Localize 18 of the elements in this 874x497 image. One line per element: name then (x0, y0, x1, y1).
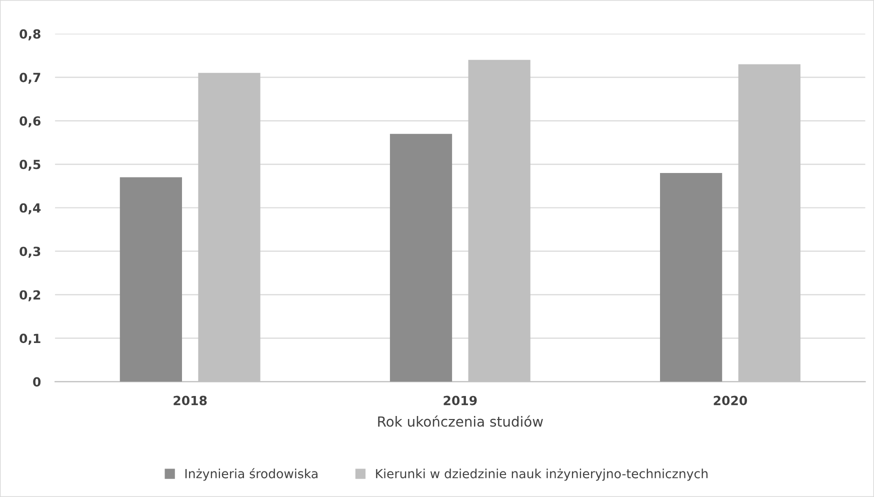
legend-label: Inżynieria środowiska (185, 468, 318, 481)
bar (120, 177, 182, 382)
y-tick-label: 0,7 (20, 72, 40, 84)
bar (390, 134, 452, 382)
y-tick-label: 0 (33, 377, 41, 387)
y-tick-label: 0,4 (20, 203, 41, 214)
x-tick-label: 2019 (444, 396, 477, 406)
y-tick-label: 0,3 (20, 246, 40, 258)
y-tick-label: 0,8 (20, 29, 40, 40)
x-tick-label: 2020 (714, 396, 748, 406)
x-axis-title: Rok ukończenia studiów (378, 415, 543, 427)
y-tick-label: 0,6 (20, 116, 40, 128)
y-tick-label: 0,2 (20, 290, 40, 302)
x-tick-label: 2018 (174, 396, 207, 406)
y-tick-label: 0,5 (20, 160, 40, 171)
legend-label: Kierunki w dziedzinie nauk inżynieryjno-technicznych (376, 468, 708, 481)
y-tick-label: 0,1 (20, 334, 40, 345)
bar (660, 172, 722, 382)
